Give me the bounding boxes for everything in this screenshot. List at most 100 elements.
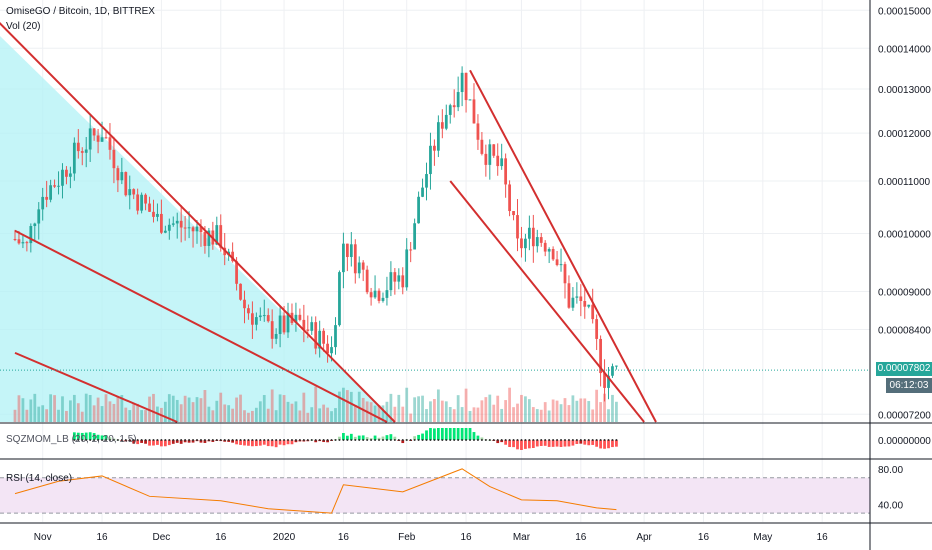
- candle-body: [524, 238, 527, 249]
- squeeze-dot: [144, 439, 147, 441]
- sqzmom-legend[interactable]: SQZMOM_LB (20, 2, 20, 1.5): [6, 434, 137, 445]
- squeeze-dot: [346, 439, 349, 441]
- candle-body: [76, 142, 80, 152]
- squeeze-dot: [160, 439, 163, 441]
- candle-body: [116, 168, 120, 181]
- candle-body: [527, 227, 531, 239]
- momentum-bar: [452, 428, 456, 440]
- time-axis: Nov 16 Dec 16 2020 16 Feb 16 Mar 16 Apr 16 May 16: [34, 532, 828, 543]
- momentum-bar: [326, 440, 329, 443]
- symbol-legend[interactable]: OmiseGO / Bitcoin, 1D, BITTREX: [6, 6, 155, 17]
- momentum-bar: [508, 440, 511, 447]
- squeeze-dot: [350, 439, 353, 441]
- candle-body: [444, 114, 448, 129]
- trendline-lower-left: [14, 229, 388, 423]
- candle-body: [373, 290, 377, 298]
- momentum-bar: [456, 428, 460, 440]
- momentum-bar: [187, 440, 191, 443]
- squeeze-dot: [267, 439, 270, 441]
- squeeze-dot: [484, 439, 487, 441]
- volume-bar: [219, 392, 223, 422]
- momentum-bar: [567, 440, 571, 447]
- volume-bar: [440, 400, 444, 422]
- candle-body: [555, 259, 559, 266]
- volume-legend[interactable]: Vol (20): [6, 21, 41, 32]
- volume-bar: [215, 400, 219, 422]
- candle-body: [520, 238, 523, 249]
- candle-body: [563, 264, 567, 284]
- candle-body: [512, 211, 515, 216]
- squeeze-dot: [603, 439, 606, 441]
- candle-body: [140, 194, 144, 211]
- candle-body: [409, 249, 413, 251]
- candle-body: [49, 185, 52, 200]
- candle-body: [464, 72, 468, 101]
- volume-bar: [195, 397, 199, 422]
- squeeze-dot: [520, 439, 523, 441]
- candle-body: [148, 203, 151, 212]
- candle-body: [377, 290, 381, 301]
- volume-bar: [37, 406, 41, 422]
- squeeze-dot: [358, 439, 361, 441]
- price-tick-label: 0.00015000: [878, 6, 931, 17]
- momentum-bar: [535, 440, 539, 447]
- momentum-bar: [555, 440, 559, 447]
- volume-bar: [500, 408, 504, 422]
- candle-body: [156, 213, 159, 217]
- volume-bar: [274, 410, 278, 422]
- squeeze-dot: [500, 439, 503, 441]
- price-tick-label: 0.00011000: [878, 177, 931, 188]
- candle-body: [369, 292, 373, 298]
- candle-body: [96, 135, 100, 142]
- momentum-bar: [460, 428, 464, 440]
- candle-body: [603, 373, 606, 388]
- momentum-bar: [401, 440, 405, 444]
- momentum-bar: [353, 436, 357, 440]
- volume-bar: [524, 396, 527, 422]
- candle-body: [266, 315, 270, 322]
- squeeze-dot: [374, 439, 377, 441]
- volume-bar: [322, 404, 326, 422]
- candle-body: [433, 145, 436, 151]
- rsi-axis: 80.00 40.00: [878, 465, 903, 511]
- squeeze-dot: [290, 439, 293, 441]
- volume-bar: [381, 405, 385, 422]
- volume-bar: [251, 410, 254, 422]
- volume-bar: [286, 401, 290, 422]
- squeeze-dot: [112, 439, 115, 441]
- squeeze-dot: [338, 439, 341, 441]
- volume-bar: [243, 410, 246, 422]
- momentum-bar: [156, 440, 159, 445]
- volume-bar: [385, 401, 389, 422]
- volume-bar: [535, 409, 539, 422]
- momentum-bar: [583, 440, 587, 445]
- momentum-bar: [365, 437, 369, 440]
- candle-body: [207, 230, 211, 246]
- candle-body: [57, 185, 60, 187]
- time-tick-label: Feb: [398, 532, 416, 543]
- candle-body: [171, 223, 175, 225]
- momentum-bar: [563, 440, 567, 447]
- time-tick-label: 16: [698, 532, 710, 543]
- candle-body: [167, 224, 171, 231]
- volume-bar: [116, 396, 120, 422]
- squeeze-dot: [433, 439, 436, 441]
- squeeze-dot: [472, 439, 475, 441]
- momentum-bar: [611, 440, 614, 448]
- squeeze-dot: [152, 439, 155, 441]
- squeeze-dot: [366, 439, 369, 441]
- price-tick-label: 0.00010000: [878, 229, 931, 240]
- momentum-bar: [436, 428, 440, 440]
- volume-bar: [567, 405, 571, 422]
- candle-body: [203, 232, 207, 246]
- rsi-legend[interactable]: RSI (14, close): [6, 473, 73, 484]
- volume-bar: [338, 391, 341, 422]
- price-tick-label: 0.00009000: [878, 287, 931, 298]
- squeeze-dot: [207, 439, 210, 441]
- volume-bar: [258, 401, 262, 422]
- volume-bar: [112, 403, 116, 422]
- momentum-bar: [607, 440, 610, 449]
- candle-body: [294, 314, 298, 324]
- momentum-bar: [476, 435, 480, 440]
